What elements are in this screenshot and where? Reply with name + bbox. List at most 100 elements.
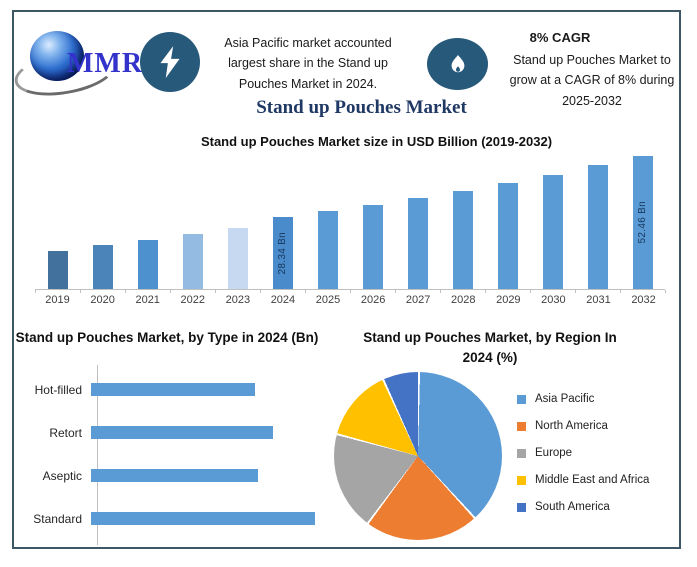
x-axis-label-2030: 2030 bbox=[541, 294, 566, 306]
bar-column-2030 bbox=[530, 149, 575, 289]
by-type-label: Aseptic bbox=[42, 468, 82, 483]
bar-2023 bbox=[227, 227, 248, 289]
by-type-bar-aseptic bbox=[91, 469, 258, 482]
bar-2032: 52.46 Bn bbox=[632, 155, 653, 289]
by-type-track bbox=[90, 512, 344, 525]
by-region-title-line1: Stand up Pouches Market, by Region In bbox=[363, 330, 617, 345]
bar-column-2028 bbox=[440, 149, 485, 289]
x-axis-label-2019: 2019 bbox=[45, 294, 70, 306]
callout-cagr-line3: 2025-2032 bbox=[562, 93, 622, 108]
flame-icon bbox=[427, 38, 488, 90]
bar-2028 bbox=[452, 190, 473, 289]
legend-swatch-icon bbox=[517, 502, 526, 512]
lightning-bolt-glyph bbox=[160, 46, 180, 78]
by-type-row-aseptic: Aseptic bbox=[14, 454, 344, 497]
x-axis-label-2023: 2023 bbox=[225, 294, 251, 306]
bar-column-2020 bbox=[80, 149, 125, 289]
infographic-frame: MMR Asia Pacific market accounted larges… bbox=[11, 10, 681, 549]
by-type-y-axis-line bbox=[97, 365, 98, 545]
callout-cagr-line1: Stand up Pouches Market to bbox=[513, 53, 671, 68]
market-size-x-axis: 2019 2020 2021 2022 2023 2024 2025 2026 2027 2028… bbox=[35, 290, 666, 306]
bar-column-2029 bbox=[485, 149, 530, 289]
bar-column-2023 bbox=[215, 149, 260, 289]
by-type-track bbox=[90, 469, 344, 482]
bar-2024: 28.34 Bn bbox=[272, 216, 293, 289]
by-type-bar-retort bbox=[91, 426, 273, 439]
legend-swatch-icon bbox=[517, 394, 526, 404]
callout-asia-pacific-share: Asia Pacific market accounted largest sh… bbox=[212, 33, 404, 94]
by-type-chart-title: Stand up Pouches Market, by Type in 2024… bbox=[14, 328, 320, 348]
legend-item-europe: Europe bbox=[517, 447, 649, 459]
by-type-row-hot-filled: Hot-filled bbox=[14, 368, 344, 411]
legend-label: Asia Pacific bbox=[535, 393, 595, 405]
mmr-globe-icon bbox=[30, 31, 84, 81]
x-axis-label-2029: 2029 bbox=[496, 294, 521, 306]
legend-label: Europe bbox=[535, 447, 573, 459]
by-region-title-line2: 2024 (%) bbox=[462, 349, 518, 365]
bar-column-2022 bbox=[170, 149, 215, 289]
bar-column-2026 bbox=[350, 149, 395, 289]
x-axis-label-2024: 2024 bbox=[270, 294, 296, 306]
bar-column-2031 bbox=[575, 149, 620, 289]
by-type-bar-hot-filled bbox=[91, 383, 255, 396]
bar-2025 bbox=[317, 211, 338, 289]
bar-2021 bbox=[137, 239, 158, 289]
by-type-bar-standard bbox=[91, 512, 315, 525]
x-axis-label-2032: 2032 bbox=[631, 294, 656, 306]
bar-column-2027 bbox=[395, 149, 440, 289]
bar-column-2025 bbox=[305, 149, 350, 289]
page-title: Stand up Pouches Market bbox=[256, 97, 467, 118]
bar-2026 bbox=[362, 204, 383, 289]
legend-swatch-icon bbox=[517, 421, 526, 431]
legend-swatch-icon bbox=[517, 448, 526, 458]
legend-label: North America bbox=[535, 420, 608, 432]
by-type-row-retort: Retort bbox=[14, 411, 344, 454]
flame-glyph bbox=[451, 55, 464, 73]
callout-share-line3: Pouches Market in 2024. bbox=[238, 76, 378, 91]
cagr-heading: 8% CAGR bbox=[529, 30, 591, 45]
x-axis-label-2022: 2022 bbox=[180, 294, 206, 306]
x-axis-label-2031: 2031 bbox=[586, 294, 611, 306]
bar-2030 bbox=[542, 174, 563, 289]
bar-column-2019 bbox=[35, 149, 80, 289]
by-type-row-standard: Standard bbox=[14, 497, 344, 540]
by-type-label: Hot-filled bbox=[34, 382, 82, 397]
by-region-chart-title: Stand up Pouches Market, by Region In 20… bbox=[360, 328, 620, 367]
legend-item-middle-east-and-africa: Middle East and Africa bbox=[517, 474, 649, 486]
by-type-track bbox=[90, 383, 344, 396]
bar-2020 bbox=[92, 245, 113, 289]
legend-item-north-america: North America bbox=[517, 420, 649, 432]
x-axis-label-2026: 2026 bbox=[360, 294, 386, 306]
legend-label: South America bbox=[535, 501, 610, 513]
legend-swatch-icon bbox=[517, 475, 526, 485]
x-axis-label-2021: 2021 bbox=[135, 294, 160, 306]
legend-label: Middle East and Africa bbox=[535, 474, 650, 486]
mmr-logo: MMR bbox=[11, 18, 142, 103]
x-axis-label-2020: 2020 bbox=[90, 294, 115, 306]
market-size-chart-title: Stand up Pouches Market size in USD Bill… bbox=[200, 134, 553, 149]
by-type-track bbox=[90, 426, 344, 439]
callout-share-line1: Asia Pacific market accounted bbox=[224, 36, 392, 50]
market-size-bar-chart: 28.34 Bn 52.46 Bn bbox=[35, 149, 665, 290]
by-region-pie-chart bbox=[334, 372, 502, 540]
bar-2029 bbox=[497, 183, 518, 289]
callout-cagr: 8% CAGR Stand up Pouches Market to grow … bbox=[496, 27, 688, 111]
x-axis-label-2028: 2028 bbox=[451, 294, 476, 306]
bar-2022 bbox=[182, 234, 203, 289]
bar-2019 bbox=[47, 250, 68, 289]
bar-column-2024: 28.34 Bn bbox=[260, 149, 305, 289]
by-region-legend: Asia Pacific North America Europe Middle Ea… bbox=[517, 393, 649, 528]
lightning-bolt-icon bbox=[140, 32, 200, 92]
x-axis-label-2025: 2025 bbox=[315, 294, 341, 306]
by-type-label: Retort bbox=[49, 425, 82, 440]
by-type-title-line1: Stand up Pouches Market, by Type in bbox=[15, 330, 254, 345]
callout-share-line2: largest share in the Stand up bbox=[228, 56, 388, 71]
bar-value-label-2032: 52.46 Bn bbox=[637, 201, 648, 244]
x-axis-label-2027: 2027 bbox=[405, 294, 431, 306]
by-type-title-line2: 2024 (Bn) bbox=[257, 330, 319, 345]
legend-item-south-america: South America bbox=[517, 501, 649, 513]
bar-value-label-2024: 28.34 Bn bbox=[277, 231, 288, 275]
legend-item-asia-pacific: Asia Pacific bbox=[517, 393, 649, 405]
bar-2031 bbox=[587, 165, 608, 289]
bar-column-2021 bbox=[125, 149, 170, 289]
